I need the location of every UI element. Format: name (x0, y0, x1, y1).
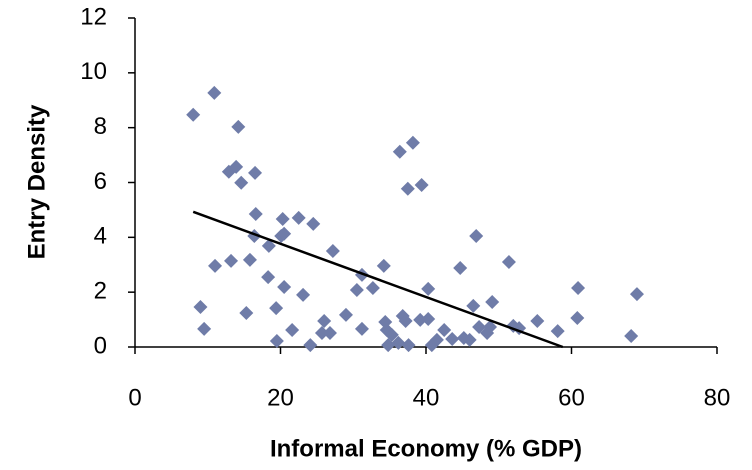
point (376, 258, 391, 273)
x-tick-label: 80 (704, 384, 731, 411)
point (322, 326, 337, 341)
point (285, 323, 300, 338)
point (384, 327, 399, 342)
point (429, 332, 444, 347)
point (437, 323, 452, 338)
point (550, 324, 565, 339)
y-tick-label: 6 (94, 168, 107, 195)
point (303, 338, 318, 353)
point (314, 326, 329, 341)
point (413, 312, 428, 327)
point (325, 244, 340, 259)
point (291, 210, 306, 225)
x-tick-label: 40 (413, 384, 440, 411)
point (398, 313, 413, 328)
x-tick-label: 60 (558, 384, 585, 411)
point (365, 281, 380, 296)
point (306, 216, 321, 231)
y-tick-label: 10 (80, 58, 107, 85)
x-tick-label: 0 (128, 384, 141, 411)
point (207, 85, 222, 100)
point (401, 338, 416, 353)
point (421, 281, 436, 296)
point (261, 270, 276, 285)
point (453, 261, 468, 276)
point (571, 281, 586, 296)
point (624, 329, 639, 344)
point (231, 119, 246, 134)
y-tick-label: 0 (94, 332, 107, 359)
point (269, 333, 284, 348)
point (224, 253, 239, 268)
trendline (192, 210, 564, 349)
y-tick-label: 4 (94, 223, 107, 250)
point (462, 332, 477, 347)
point (248, 207, 263, 222)
point (530, 313, 545, 328)
point (338, 307, 353, 322)
point (234, 175, 249, 190)
point (354, 321, 369, 336)
point (472, 319, 487, 334)
point (296, 287, 311, 302)
point (414, 177, 429, 192)
point (277, 226, 292, 241)
point (466, 298, 481, 313)
point (400, 181, 415, 196)
point (485, 295, 500, 310)
y-tick-label: 8 (94, 113, 107, 140)
point (421, 312, 436, 327)
y-tick-label: 12 (80, 3, 107, 30)
point (197, 321, 212, 336)
point (193, 299, 208, 314)
x-tick-label: 20 (267, 384, 294, 411)
point (392, 144, 407, 159)
point (570, 310, 585, 325)
point (269, 301, 284, 316)
point (469, 228, 484, 243)
point (317, 313, 332, 328)
point (242, 252, 257, 267)
x-axis-label: Informal Economy (% GDP) (270, 435, 582, 462)
point (208, 258, 223, 273)
point (261, 238, 276, 253)
y-tick-label: 2 (94, 278, 107, 305)
point (186, 107, 201, 122)
point (229, 159, 244, 174)
point (239, 306, 254, 321)
y-axis-label: Entry Density (23, 104, 50, 259)
point (483, 319, 498, 334)
point (445, 332, 460, 347)
point (248, 165, 263, 180)
point (275, 211, 290, 226)
point (629, 287, 644, 302)
point (405, 135, 420, 150)
point (277, 279, 292, 294)
point (349, 282, 364, 297)
point (391, 335, 406, 350)
point (501, 255, 516, 270)
